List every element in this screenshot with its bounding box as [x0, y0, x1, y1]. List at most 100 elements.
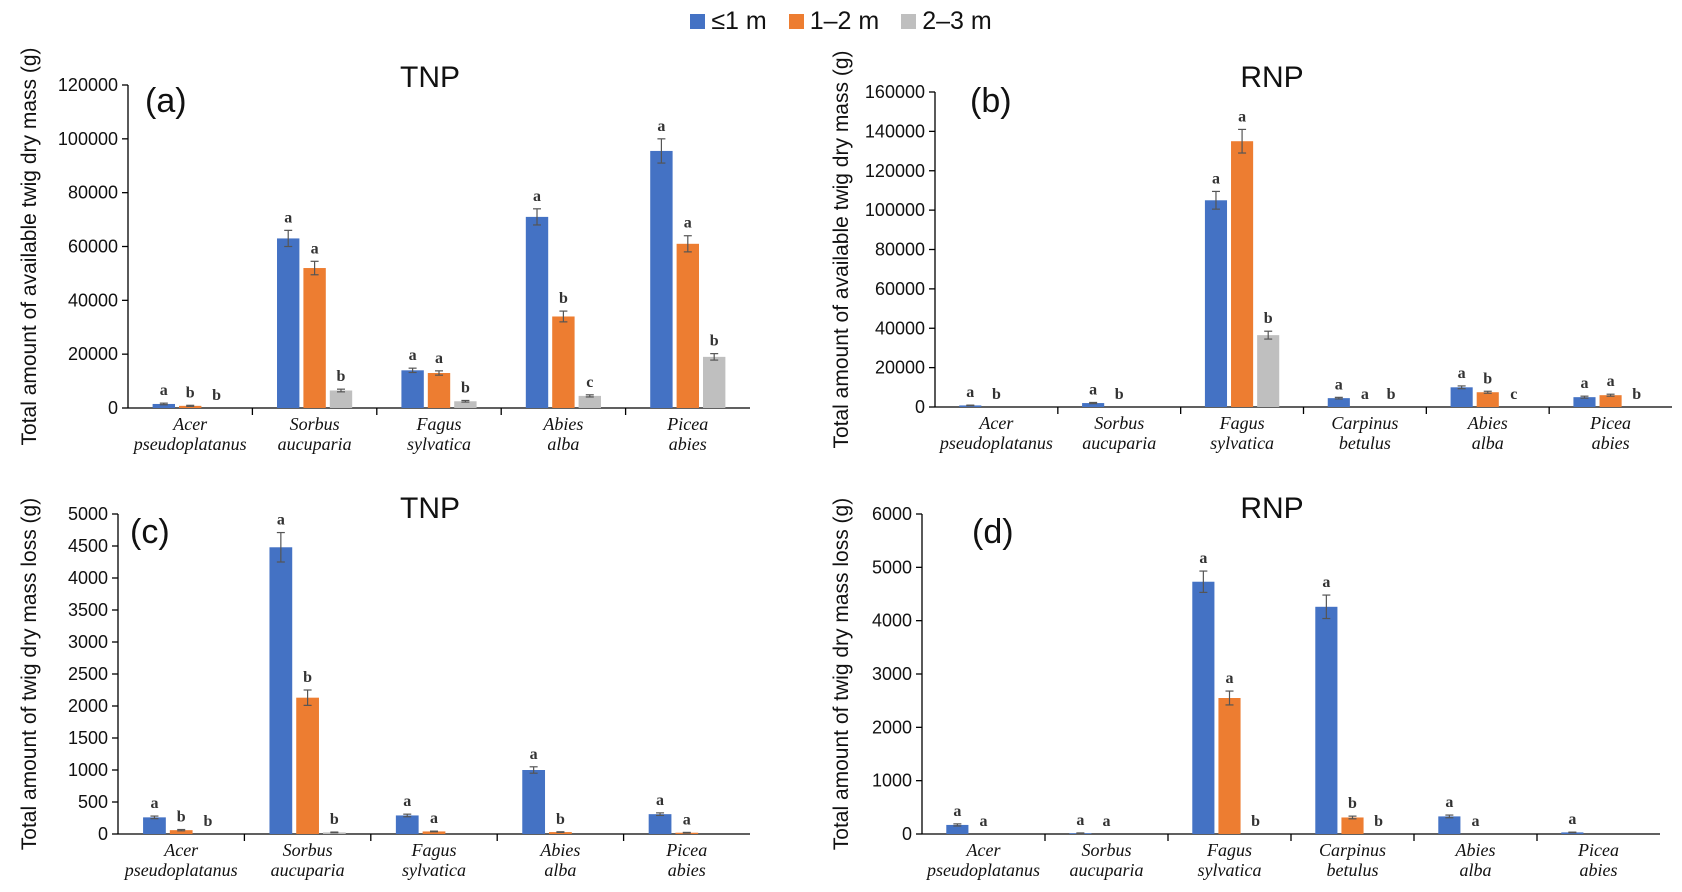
chart-2-category-label: Carpinus	[1331, 413, 1398, 433]
chart-3-y-tick-label: 4000	[68, 568, 108, 588]
chart-4-bar	[1315, 606, 1338, 834]
chart-4-significance-label: a	[1199, 550, 1207, 567]
chart-3-significance-label: b	[177, 809, 186, 826]
chart-1-y-tick-label: 120000	[58, 75, 118, 95]
chart-4-significance-label: a	[1472, 813, 1480, 830]
chart-3-significance-label: a	[277, 512, 285, 529]
chart-3-bar	[395, 815, 419, 834]
chart-1-significance-label: a	[684, 215, 692, 232]
chart-1-bar	[702, 356, 726, 408]
chart-1-bar	[650, 150, 673, 408]
chart-2-significance-label: a	[1238, 108, 1246, 125]
chart-3-category-label: sylvatica	[402, 860, 466, 880]
chart-2-y-tick-label: 100000	[865, 200, 925, 220]
chart-2-bar	[1573, 397, 1596, 407]
chart-1-y-tick-label: 0	[108, 398, 118, 418]
chart-2-significance-label: b	[1483, 370, 1492, 387]
chart-1-significance-label: b	[710, 333, 719, 350]
chart-4-significance-label: b	[1251, 813, 1260, 830]
chart-1-panel-letter: (a)	[145, 82, 187, 120]
chart-1-significance-label: a	[284, 209, 292, 226]
chart-3-y-tick-label: 3500	[68, 600, 108, 620]
chart-2-category-label: Picea	[1589, 413, 1631, 433]
chart-3-category-label: abies	[668, 860, 706, 880]
chart-3-y-tick-label: 3000	[68, 632, 108, 652]
chart-1-category-label: abies	[669, 434, 707, 454]
chart-4-category-label: abies	[1580, 860, 1618, 880]
chart-4-y-tick-label: 4000	[872, 611, 912, 631]
chart-1-y-tick-label: 20000	[68, 344, 118, 364]
legend-label-1-2m: 1–2 m	[809, 6, 880, 35]
chart-1-bar	[578, 395, 601, 408]
chart-2-bar	[1599, 395, 1622, 407]
chart-3-bar	[648, 814, 672, 834]
chart-2-y-tick-label: 20000	[875, 358, 925, 378]
chart-1-significance-label: a	[311, 240, 319, 257]
chart-3-bar	[522, 770, 546, 834]
chart-1-y-tick-label: 40000	[68, 290, 118, 310]
chart-3-category-label: Abies	[539, 840, 580, 860]
chart-3-category-label: Acer	[163, 840, 199, 860]
chart-2-panel-letter: (b)	[970, 82, 1012, 120]
chart-4-significance-label: a	[980, 813, 988, 830]
chart-1-significance-label: b	[186, 384, 195, 401]
chart-1-title: TNP	[400, 61, 460, 94]
chart-3-y-tick-label: 2500	[68, 664, 108, 684]
legend-swatch-1m	[690, 13, 706, 29]
chart-3-y-tick-label: 5000	[68, 504, 108, 524]
chart-1-bar	[277, 238, 300, 408]
chart-2-y-tick-label: 60000	[875, 279, 925, 299]
chart-1-bar	[329, 390, 353, 408]
chart-2-significance-label: a	[1607, 373, 1615, 390]
chart-4-significance-label: a	[1568, 811, 1576, 828]
chart-2-significance-label: a	[966, 384, 974, 401]
chart-3-y-axis-label: Total amount of twig dry mass loss (g)	[18, 498, 41, 850]
chart-4-significance-label: a	[1445, 794, 1453, 811]
chart-3-significance-label: b	[303, 669, 312, 686]
chart-2-significance-label: a	[1335, 376, 1343, 393]
chart-3-bar	[143, 817, 166, 834]
chart-1-category-label: sylvatica	[407, 434, 471, 454]
chart-4-category-label: Fagus	[1206, 840, 1252, 860]
chart-1-y-tick-label: 60000	[68, 237, 118, 257]
chart-3-y-tick-label: 1000	[68, 760, 108, 780]
chart-1-category-label: pseudoplatanus	[132, 434, 247, 454]
chart-2-bar	[1204, 200, 1228, 407]
chart-2-category-label: aucuparia	[1082, 433, 1156, 453]
chart-2-category-label: pseudoplatanus	[938, 433, 1053, 453]
chart-3-significance-label: a	[683, 811, 691, 828]
chart-4-title: RNP	[1240, 492, 1303, 525]
chart-2-y-tick-label: 40000	[875, 318, 925, 338]
chart-3-bar	[296, 697, 319, 834]
chart-4-category-label: Acer	[966, 840, 1002, 860]
chart-2-significance-label: b	[1115, 386, 1124, 403]
chart-1-bar	[401, 370, 424, 408]
chart-2-bar	[1327, 398, 1350, 407]
chart-2-significance-label: b	[1632, 386, 1641, 403]
chart-3-title: TNP	[400, 492, 460, 525]
chart-2-category-label: betulus	[1339, 433, 1391, 453]
legend-swatch-1-2m	[788, 13, 804, 29]
chart-1-bar	[525, 216, 549, 408]
chart-1-significance-label: a	[533, 188, 541, 205]
chart-4-y-tick-label: 5000	[872, 557, 912, 577]
chart-2-category-label: Fagus	[1219, 413, 1265, 433]
chart-2-y-tick-label: 0	[915, 397, 925, 417]
chart-4-y-tick-label: 2000	[872, 717, 912, 737]
chart-1-significance-label: b	[461, 379, 470, 396]
legend-label-1m: ≤1 m	[711, 6, 767, 35]
chart-2-y-tick-label: 120000	[865, 161, 925, 181]
chart-4-significance-label: a	[1076, 812, 1084, 829]
chart-3-y-tick-label: 4500	[68, 536, 108, 556]
chart-4-significance-label: a	[953, 803, 961, 820]
chart-2-category-label: Sorbus	[1094, 413, 1144, 433]
chart-2-title: RNP	[1240, 61, 1303, 94]
chart-4-category-label: Carpinus	[1319, 840, 1386, 860]
chart-4-category-label: alba	[1459, 860, 1491, 880]
chart-4-bar	[1218, 698, 1241, 834]
chart-1-bar	[427, 373, 451, 408]
chart-3-significance-label: a	[656, 792, 664, 809]
chart-4-significance-label: a	[1322, 574, 1330, 591]
chart-2-significance-label: a	[1212, 170, 1220, 187]
